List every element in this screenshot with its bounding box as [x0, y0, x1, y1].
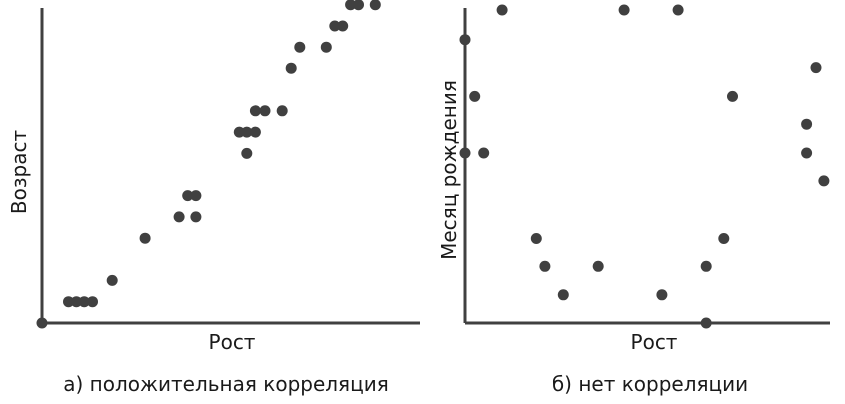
panel-a-point — [106, 274, 118, 286]
panel-a-point — [369, 0, 381, 11]
panel-a-point — [241, 147, 253, 159]
panel-b-point — [810, 62, 822, 74]
panel-a-point — [241, 126, 253, 138]
panel-b-x-label: Рост — [631, 330, 678, 354]
panel-b-point — [727, 90, 738, 102]
panel-a-point — [182, 190, 194, 202]
panel-a-point — [190, 211, 202, 223]
panel-b-point — [530, 233, 542, 244]
panel-a-point — [276, 105, 288, 117]
panel-a-point — [337, 20, 349, 32]
panel-a-point — [190, 190, 202, 202]
panel-a-point — [139, 232, 151, 244]
panel-a-point — [329, 20, 341, 32]
panel-b-point — [496, 4, 508, 16]
panel-a-point — [259, 105, 271, 117]
panel-b-points — [459, 4, 830, 329]
chart-panel-b: Рост Месяц рождения б) нет корреляции — [437, 4, 830, 396]
panel-a-point — [320, 41, 332, 53]
panel-a-caption: а) положительная корреляция — [63, 372, 388, 396]
panel-b-point — [469, 90, 481, 102]
panel-b-point — [459, 147, 471, 159]
panel-b-point — [618, 4, 630, 16]
panel-a-point — [345, 0, 357, 11]
panel-b-point — [718, 233, 730, 244]
panel-b-point — [801, 147, 813, 159]
panel-a-point — [87, 296, 98, 308]
panel-a-point — [36, 317, 48, 329]
panel-b-point — [557, 289, 569, 301]
panel-b-point — [818, 175, 830, 187]
panel-a-point — [285, 62, 297, 74]
panel-b-y-label: Месяц рождения — [437, 80, 461, 260]
panel-a-x-label: Рост — [209, 330, 256, 354]
panel-a-point — [173, 211, 185, 223]
panel-b-caption: б) нет корреляции — [552, 372, 748, 396]
panel-a-point — [353, 0, 364, 11]
panel-a-point — [63, 296, 74, 308]
panel-b-point — [539, 260, 551, 272]
panel-b-point — [459, 34, 471, 46]
panel-a-point — [249, 126, 261, 138]
panel-a-point — [249, 105, 261, 117]
panel-b-point — [672, 4, 684, 16]
panel-b-point — [700, 260, 712, 272]
panel-b-point — [700, 317, 712, 329]
panel-b-point — [592, 260, 604, 272]
chart-panel-a: Рост Возраст а) положительная корреляция — [7, 0, 420, 396]
panel-b-point — [478, 147, 490, 159]
panel-b-point — [656, 289, 668, 301]
panel-b-point — [801, 118, 813, 130]
panel-a-y-label: Возраст — [7, 130, 31, 215]
panel-a-point — [70, 296, 82, 308]
panel-a-point — [294, 41, 306, 53]
panel-a-points — [36, 0, 381, 329]
panel-a-point — [78, 296, 90, 308]
